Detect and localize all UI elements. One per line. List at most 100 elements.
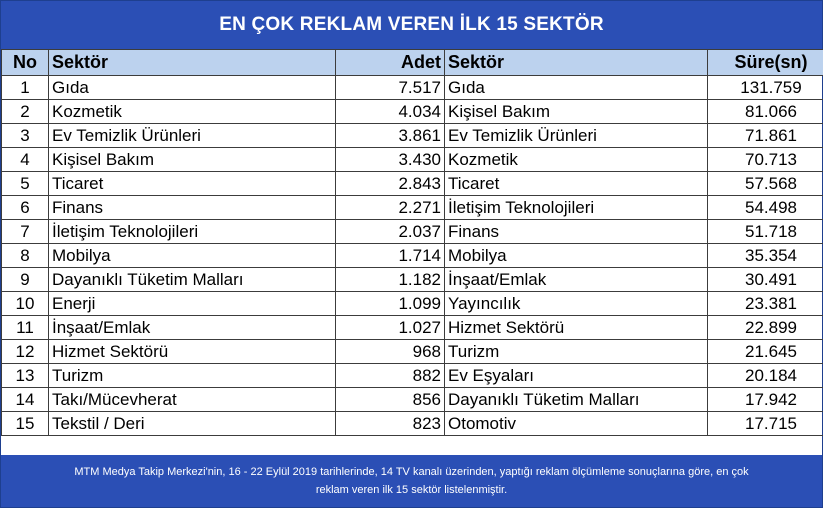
table-row: 15 Tekstil / Deri 823 Otomotiv 17.715 [1, 411, 823, 436]
row-no: 6 [1, 195, 49, 220]
table-row: 11 İnşaat/Emlak 1.027 Hizmet Sektörü 22.… [1, 315, 823, 340]
row-sector-right: Ev Temizlik Ürünleri [444, 123, 708, 148]
row-no: 3 [1, 123, 49, 148]
row-sure: 35.354 [707, 243, 823, 268]
row-sure: 71.861 [707, 123, 823, 148]
table-row: 5 Ticaret 2.843 Ticaret 57.568 [1, 171, 823, 196]
table-row: 6 Finans 2.271 İletişim Teknolojileri 54… [1, 195, 823, 220]
row-sector-left: Dayanıklı Tüketim Malları [48, 267, 336, 292]
row-adet: 968 [335, 339, 445, 364]
table-row: 1 Gıda 7.517 Gıda 131.759 [1, 75, 823, 100]
row-sector-left: Hizmet Sektörü [48, 339, 336, 364]
row-no: 14 [1, 387, 49, 412]
row-sure: 57.568 [707, 171, 823, 196]
row-sector-right: Yayıncılık [444, 291, 708, 316]
row-sector-left: İletişim Teknolojileri [48, 219, 336, 244]
row-adet: 856 [335, 387, 445, 412]
row-sector-left: Turizm [48, 363, 336, 388]
header-sector-right: Sektör [444, 49, 708, 76]
row-adet: 2.037 [335, 219, 445, 244]
table-title: EN ÇOK REKLAM VEREN İLK 15 SEKTÖR [1, 1, 822, 49]
row-adet: 1.714 [335, 243, 445, 268]
row-adet: 2.271 [335, 195, 445, 220]
row-sector-right: Gıda [444, 75, 708, 100]
row-adet: 4.034 [335, 99, 445, 124]
row-sure: 22.899 [707, 315, 823, 340]
row-adet: 1.099 [335, 291, 445, 316]
row-sector-right: Mobilya [444, 243, 708, 268]
row-sector-left: Finans [48, 195, 336, 220]
row-sure: 17.942 [707, 387, 823, 412]
table-row: 4 Kişisel Bakım 3.430 Kozmetik 70.713 [1, 147, 823, 172]
header-no: No [1, 49, 49, 76]
row-sector-right: Finans [444, 219, 708, 244]
row-sector-right: Ev Eşyaları [444, 363, 708, 388]
header-sector-left: Sektör [48, 49, 336, 76]
header-row: No Sektör Adet Sektör Süre(sn) [1, 49, 823, 76]
row-sector-left: Takı/Mücevherat [48, 387, 336, 412]
row-adet: 1.027 [335, 315, 445, 340]
row-no: 13 [1, 363, 49, 388]
row-sure: 51.718 [707, 219, 823, 244]
table-body: 1 Gıda 7.517 Gıda 131.759 2 Kozmetik 4.0… [1, 75, 823, 436]
table-row: 2 Kozmetik 4.034 Kişisel Bakım 81.066 [1, 99, 823, 124]
row-adet: 882 [335, 363, 445, 388]
row-sure: 131.759 [707, 75, 823, 100]
row-sector-right: Turizm [444, 339, 708, 364]
row-adet: 823 [335, 411, 445, 436]
row-no: 5 [1, 171, 49, 196]
table-row: 8 Mobilya 1.714 Mobilya 35.354 [1, 243, 823, 268]
row-sector-left: İnşaat/Emlak [48, 315, 336, 340]
row-sector-right: İletişim Teknolojileri [444, 195, 708, 220]
row-no: 1 [1, 75, 49, 100]
row-adet: 2.843 [335, 171, 445, 196]
row-sector-right: Hizmet Sektörü [444, 315, 708, 340]
row-no: 7 [1, 219, 49, 244]
source-footnote: MTM Medya Takip Merkezi'nin, 16 - 22 Eyl… [1, 455, 822, 507]
row-no: 12 [1, 339, 49, 364]
row-sector-left: Gıda [48, 75, 336, 100]
row-sector-left: Kişisel Bakım [48, 147, 336, 172]
row-no: 10 [1, 291, 49, 316]
row-sector-right: Kişisel Bakım [444, 99, 708, 124]
table-row: 10 Enerji 1.099 Yayıncılık 23.381 [1, 291, 823, 316]
row-no: 15 [1, 411, 49, 436]
row-no: 8 [1, 243, 49, 268]
row-sure: 21.645 [707, 339, 823, 364]
row-sector-left: Kozmetik [48, 99, 336, 124]
table-row: 12 Hizmet Sektörü 968 Turizm 21.645 [1, 339, 823, 364]
row-sure: 30.491 [707, 267, 823, 292]
footnote-line-2: reklam veren ilk 15 sektör listelenmişti… [315, 484, 508, 496]
row-adet: 7.517 [335, 75, 445, 100]
row-sector-right: Kozmetik [444, 147, 708, 172]
row-no: 4 [1, 147, 49, 172]
row-sure: 54.498 [707, 195, 823, 220]
row-sector-left: Ticaret [48, 171, 336, 196]
footnote-line-1: MTM Medya Takip Merkezi'nin, 16 - 22 Eyl… [74, 466, 749, 478]
row-sector-right: Otomotiv [444, 411, 708, 436]
table-row: 14 Takı/Mücevherat 856 Dayanıklı Tüketim… [1, 387, 823, 412]
row-no: 9 [1, 267, 49, 292]
row-sector-right: İnşaat/Emlak [444, 267, 708, 292]
row-sure: 17.715 [707, 411, 823, 436]
row-sure: 23.381 [707, 291, 823, 316]
row-no: 11 [1, 315, 49, 340]
row-sector-left: Ev Temizlik Ürünleri [48, 123, 336, 148]
table-row: 13 Turizm 882 Ev Eşyaları 20.184 [1, 363, 823, 388]
row-no: 2 [1, 99, 49, 124]
table-row: 7 İletişim Teknolojileri 2.037 Finans 51… [1, 219, 823, 244]
row-sector-right: Ticaret [444, 171, 708, 196]
row-sure: 20.184 [707, 363, 823, 388]
sector-ranking-table: No Sektör Adet Sektör Süre(sn) 1 Gıda 7.… [1, 49, 823, 436]
row-sector-left: Mobilya [48, 243, 336, 268]
row-adet: 3.430 [335, 147, 445, 172]
row-sure: 70.713 [707, 147, 823, 172]
row-adet: 1.182 [335, 267, 445, 292]
row-sector-left: Tekstil / Deri [48, 411, 336, 436]
table-row: 3 Ev Temizlik Ürünleri 3.861 Ev Temizlik… [1, 123, 823, 148]
row-adet: 3.861 [335, 123, 445, 148]
header-adet: Adet [335, 49, 445, 76]
table-row: 9 Dayanıklı Tüketim Malları 1.182 İnşaat… [1, 267, 823, 292]
header-sure: Süre(sn) [707, 49, 823, 76]
